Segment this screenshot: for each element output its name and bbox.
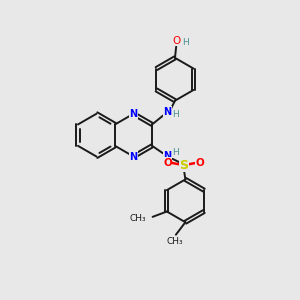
Text: O: O bbox=[163, 158, 172, 168]
Text: S: S bbox=[179, 159, 188, 172]
Text: CH₃: CH₃ bbox=[129, 214, 146, 223]
Text: O: O bbox=[196, 158, 205, 168]
Text: H: H bbox=[182, 38, 189, 47]
Text: N: N bbox=[130, 109, 138, 119]
Text: CH₃: CH₃ bbox=[167, 237, 184, 246]
Text: O: O bbox=[172, 36, 181, 46]
Text: H: H bbox=[172, 110, 179, 119]
Text: H: H bbox=[172, 148, 179, 157]
Text: N: N bbox=[130, 152, 138, 161]
Text: N: N bbox=[164, 107, 172, 117]
Text: N: N bbox=[164, 151, 172, 161]
